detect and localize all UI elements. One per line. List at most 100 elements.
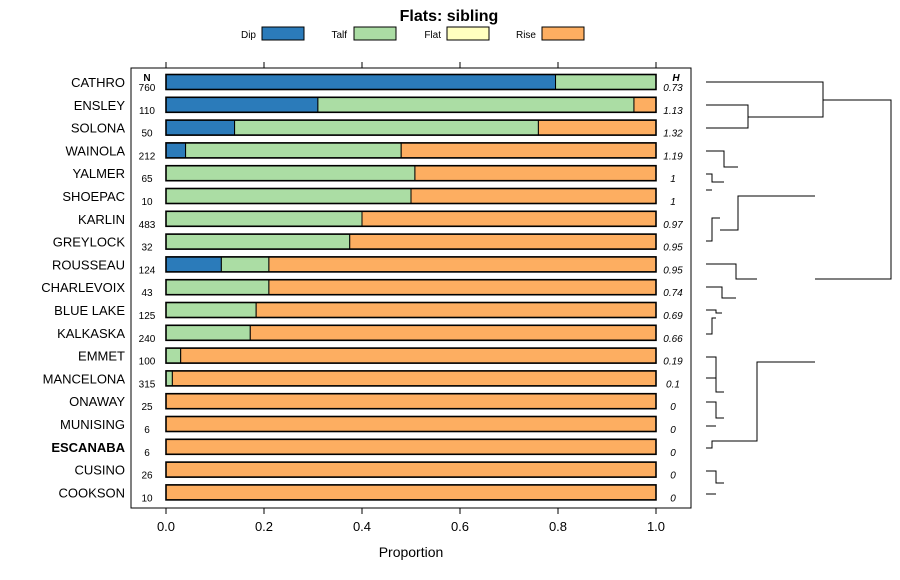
n-column-header: N	[143, 73, 150, 84]
h-value: 0	[670, 448, 676, 459]
bar-outline	[165, 256, 657, 273]
h-value: 0.97	[663, 220, 683, 231]
n-value: 125	[139, 311, 156, 322]
bar-segment-talf	[165, 188, 412, 204]
bar-segment-talf	[165, 233, 351, 250]
bar-segment-talf	[165, 324, 251, 341]
dendrogram-branch	[706, 104, 749, 129]
h-value: 0	[670, 425, 676, 436]
dendrogram-branch	[815, 99, 892, 280]
legend: Dip Talf Flat Rise	[241, 26, 585, 41]
n-value: 100	[139, 357, 156, 368]
bar-segment-rise	[268, 279, 657, 296]
bar-segment-dip	[165, 119, 236, 136]
dendrogram-branch	[720, 195, 815, 231]
bar-segment-talf	[165, 302, 257, 318]
dendrogram-branch	[706, 440, 724, 449]
dendrogram-branch	[706, 150, 738, 168]
n-value: 43	[141, 288, 153, 299]
legend-label-rise: Rise	[516, 30, 536, 41]
row-escanaba: ESCANABA 6 0	[51, 438, 676, 459]
bar-segment-rise	[268, 256, 657, 273]
bar-outline	[165, 347, 657, 364]
row-cathro: CATHRO 760 0.73	[71, 73, 683, 94]
plot-panel	[130, 67, 692, 509]
legend-label-flat: Flat	[424, 30, 441, 41]
dendrogram-branch	[706, 81, 824, 118]
bar-outline	[165, 73, 657, 91]
row-cusino: CUSINO 26 0	[74, 461, 676, 482]
h-value: 0.66	[663, 334, 683, 345]
legend-label-dip: Dip	[241, 30, 256, 41]
category-label: KALKASKA	[57, 326, 125, 341]
category-label: SHOEPAC	[62, 189, 125, 204]
n-value: 6	[144, 425, 150, 436]
n-value: 124	[139, 265, 156, 276]
legend-swatch-dip	[261, 26, 305, 41]
bar-segment-rise	[180, 347, 657, 364]
bar-outline	[165, 278, 657, 296]
row-rousseau: ROUSSEAU 124 0.95	[52, 256, 683, 276]
bar-segment-dip	[165, 74, 557, 90]
category-label: ROUSSEAU	[52, 257, 125, 272]
category-label: ENSLEY	[74, 98, 126, 113]
bar-segment-rise	[171, 370, 657, 387]
x-tick-label: 0.8	[549, 519, 567, 534]
row-kalkaska: KALKASKA 240 0.66	[57, 324, 683, 345]
bar-outline	[165, 324, 657, 342]
x-tick-label: 1.0	[647, 519, 665, 534]
bar-segment-rise	[400, 142, 657, 159]
bar-outline	[165, 301, 657, 319]
row-yalmer: YALMER 65 1	[73, 164, 676, 185]
row-solona: SOLONA 50 1.32	[71, 119, 683, 140]
bar-segment-dip	[165, 96, 319, 113]
row-shoepac: SHOEPAC 10 1	[62, 187, 676, 208]
bar-segment-talf	[185, 142, 402, 159]
dendrogram-branch	[706, 356, 724, 393]
row-ensley: ENSLEY 110 1.13	[74, 96, 683, 117]
bar-segment-talf	[165, 165, 416, 182]
chart-title: Flats: sibling	[400, 8, 499, 25]
n-value: 483	[139, 220, 156, 231]
h-value: 0.74	[663, 288, 683, 299]
bar-outline	[165, 210, 657, 228]
bar-segment-rise	[633, 96, 657, 113]
bar-segment-dip	[165, 256, 222, 273]
bar-outline	[165, 233, 657, 250]
legend-label-talf: Talf	[331, 30, 347, 41]
category-label: CATHRO	[71, 75, 125, 90]
n-value: 315	[139, 379, 156, 390]
bar-outline	[165, 438, 657, 456]
category-label: COOKSON	[59, 485, 125, 500]
n-value: 212	[139, 151, 156, 162]
h-value: 1.32	[663, 129, 683, 140]
bar-outline	[165, 187, 657, 205]
dendrogram-branch	[706, 401, 724, 419]
bar-segment-rise	[414, 165, 657, 182]
bar-segment-rise	[361, 210, 657, 227]
dendrogram-branch	[706, 217, 720, 242]
bar-segment-rise	[165, 438, 657, 455]
x-tick-label: 0.0	[157, 519, 175, 534]
x-tick-label: 0.6	[451, 519, 469, 534]
n-value: 65	[141, 174, 153, 185]
category-label: CHARLEVOIX	[41, 280, 125, 295]
bar-segment-rise	[537, 119, 657, 136]
bar-segment-talf	[165, 210, 363, 227]
h-value: 0.73	[663, 83, 683, 94]
bar-segment-rise	[165, 484, 657, 501]
category-label: BLUE LAKE	[54, 303, 125, 318]
category-label: SOLONA	[71, 121, 126, 136]
dendrogram-branch	[706, 470, 724, 484]
h-value: 1.19	[663, 151, 683, 162]
n-value: 6	[144, 448, 150, 459]
bar-outline	[165, 164, 657, 182]
n-value: 50	[141, 129, 153, 140]
n-value: 110	[139, 106, 155, 117]
h-value: 0.19	[663, 357, 683, 368]
bar-outline	[165, 142, 657, 159]
bar-outline	[165, 392, 657, 410]
bar-segment-rise	[410, 188, 657, 204]
